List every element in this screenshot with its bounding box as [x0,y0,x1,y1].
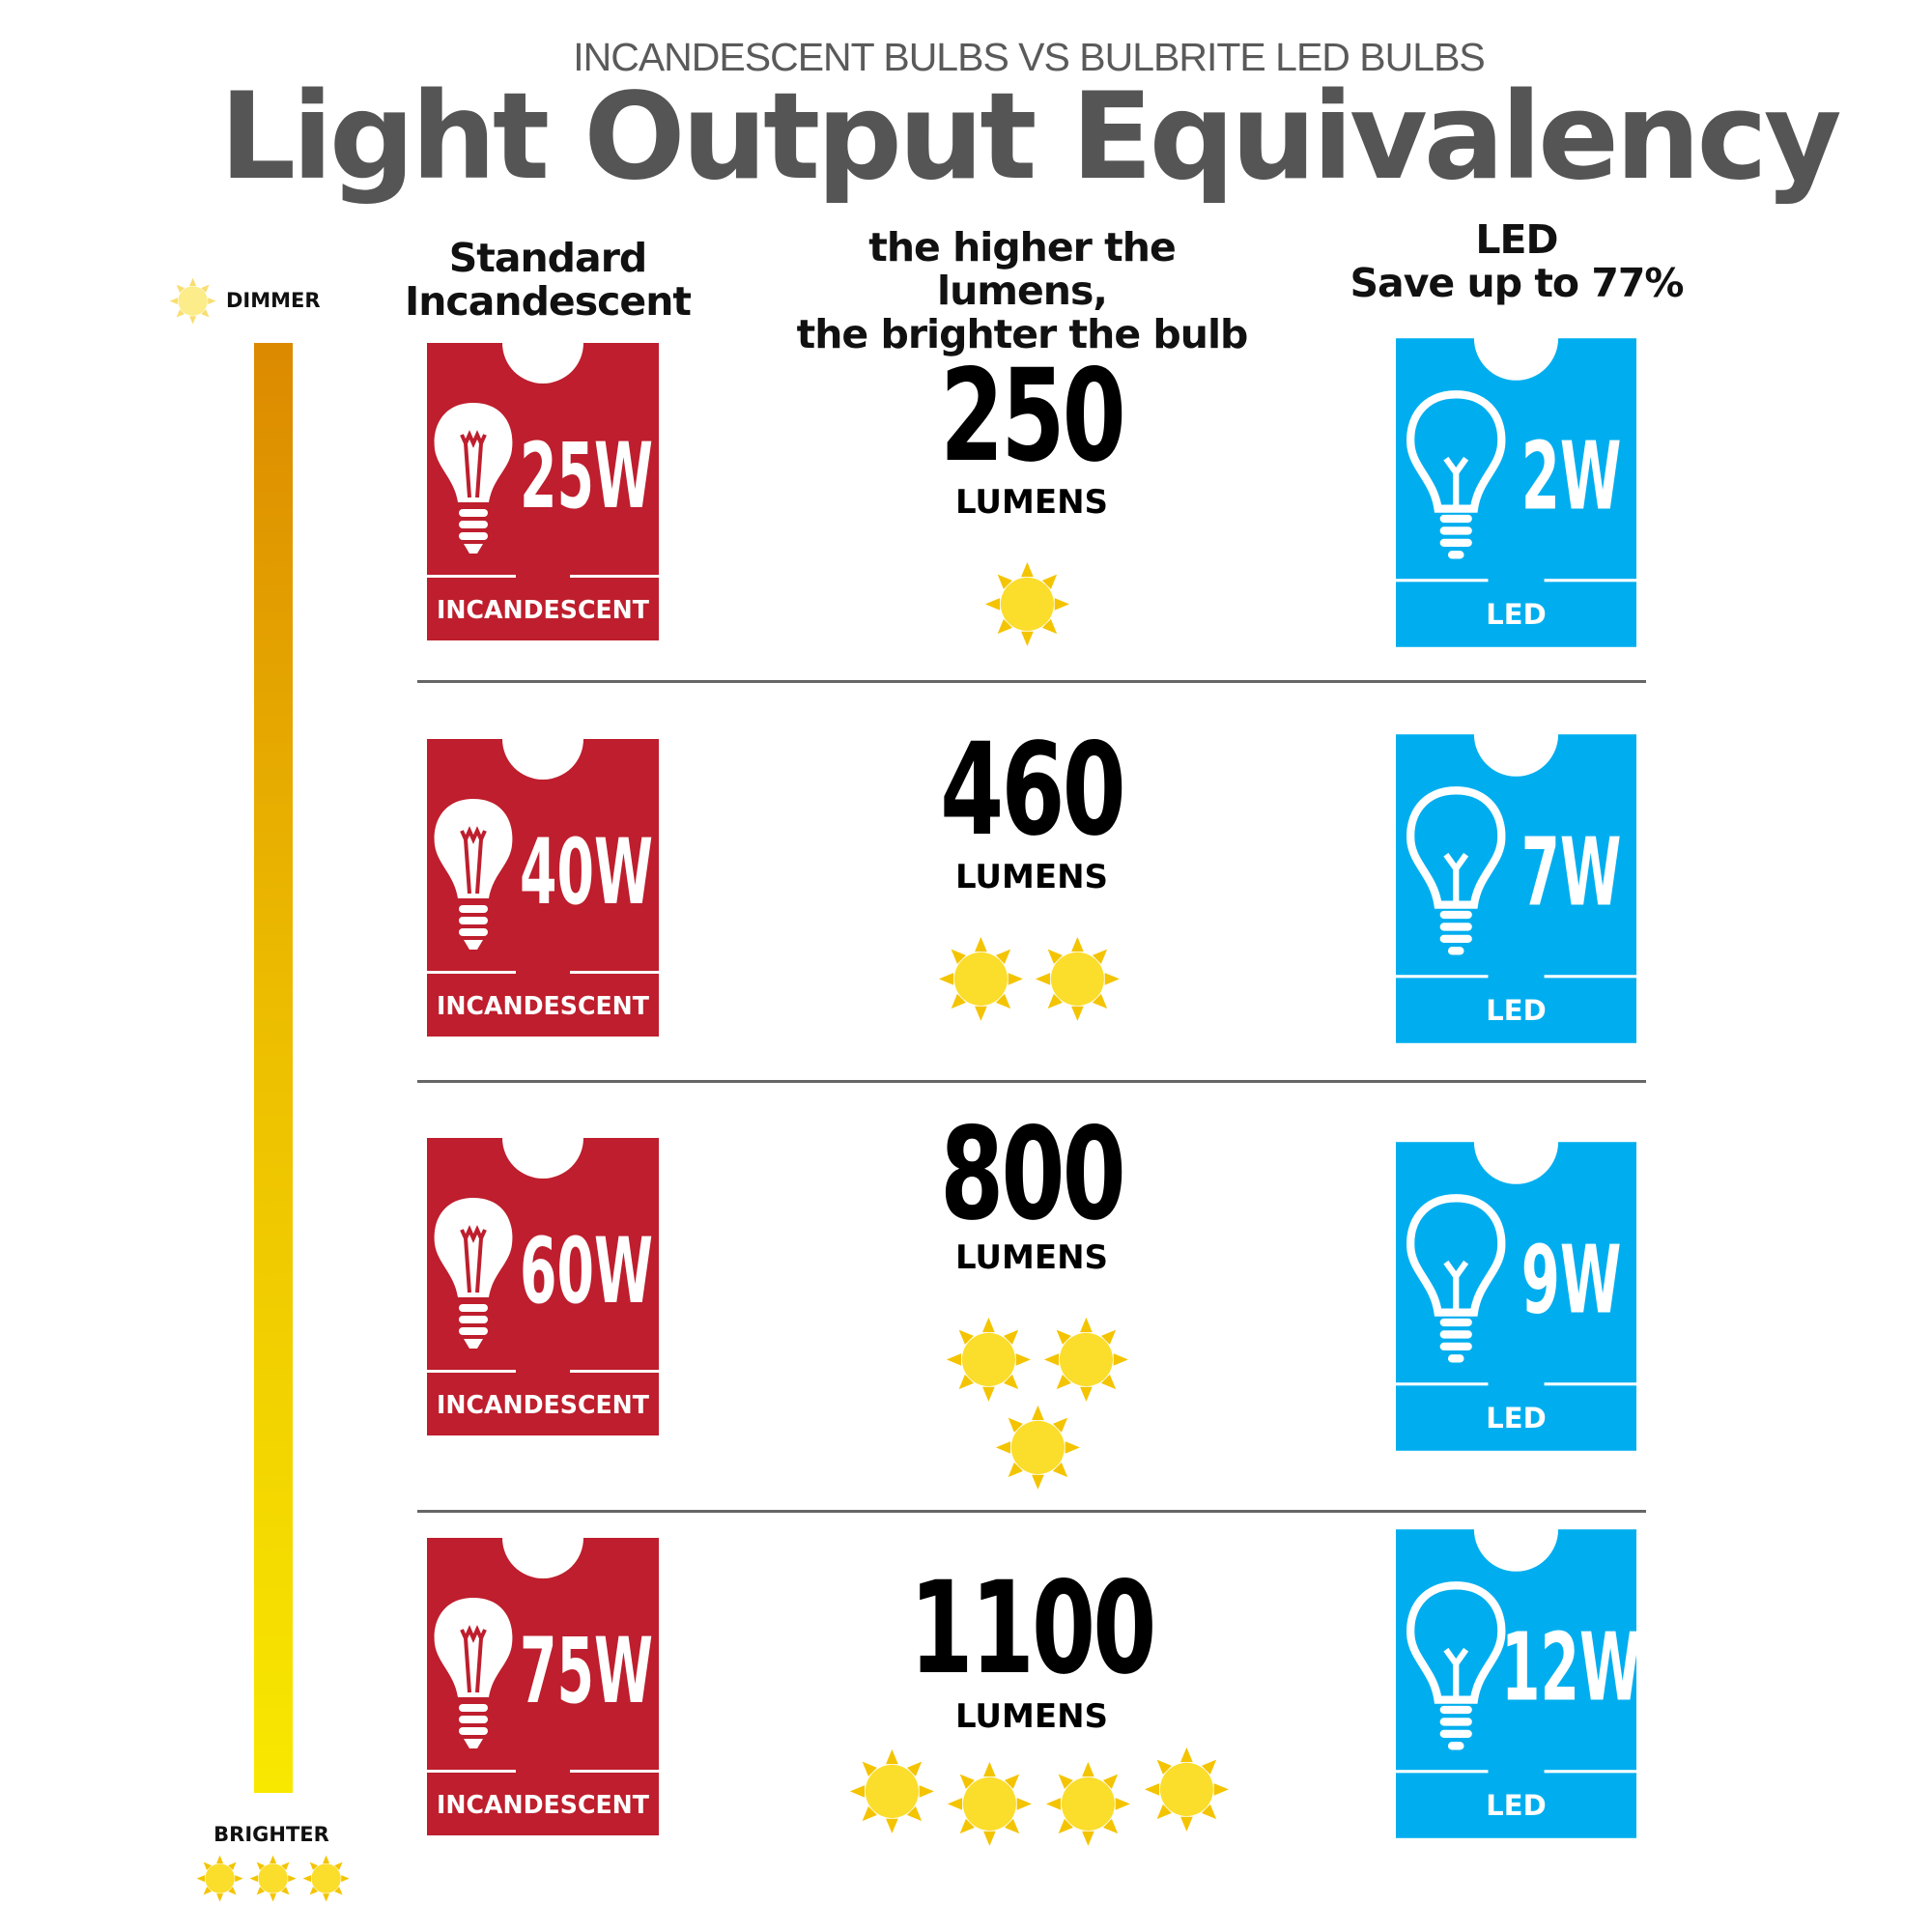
led-bulb-card: 2W LED [1396,338,1636,647]
lumens-unit: LUMENS [954,858,1109,896]
column-header-line: Standard [448,235,648,281]
sun-icon [995,1405,1080,1490]
card-type-label: LED [1486,598,1546,631]
page-title: Light Output Equivalency [219,68,1841,207]
column-header-incandescent: Standard Incandescent [379,237,717,324]
column-header-lumens: the higher the lumens, the brighter the … [781,226,1264,356]
incandescent-bulb-card: 25W INCANDESCENT [427,343,659,640]
sun-icon [1144,1747,1229,1832]
card-type-label: LED [1486,994,1546,1027]
wattage-label: 7W [1521,817,1622,927]
brighter-label: BRIGHTER [213,1823,329,1846]
sun-icon [1035,936,1120,1021]
column-header-line: the higher the lumens, [868,224,1177,314]
wattage-label: 2W [1521,421,1622,531]
incandescent-bulb-icon [434,403,513,554]
lumens-value: 1100 [909,1554,1156,1703]
lumens-unit: LUMENS [954,1238,1109,1277]
lumens-value: 460 [940,716,1126,865]
led-bulb-card: 12W LED [1396,1529,1636,1838]
card-type-label: LED [1486,1402,1546,1435]
row-divider [417,1080,1646,1083]
sun-icon [947,1761,1032,1846]
led-bulb-icon [1406,1581,1506,1750]
card-type-label: INCANDESCENT [437,596,649,625]
dimmer-label: DIMMER [226,289,321,312]
wattage-label: 12W [1501,1612,1636,1722]
led-bulb-icon [1406,1194,1506,1363]
row-divider [417,680,1646,683]
incandescent-bulb-card: 40W INCANDESCENT [427,739,659,1037]
wattage-label: 9W [1521,1225,1622,1335]
sun-icon [169,277,216,325]
sun-icon [946,1317,1031,1402]
row-divider [417,1510,1646,1513]
sun-icon [249,1855,297,1902]
subtitle: INCANDESCENT BULBS VS BULBRITE LED BULBS [573,35,1486,79]
sun-icon [1045,1761,1130,1846]
column-header-line: LED [1475,216,1558,263]
lumens-unit: LUMENS [954,483,1109,522]
column-header-line: the brighter the bulb [796,311,1249,357]
wattage-label: 25W [520,424,653,529]
column-header-led: LED Save up to 77% [1343,218,1690,305]
incandescent-bulb-card: 75W INCANDESCENT [427,1538,659,1835]
sun-icon [984,561,1069,646]
wattage-label: 75W [520,1619,653,1724]
lumens-value: 800 [940,1100,1126,1249]
card-type-label: INCANDESCENT [437,1791,649,1820]
sun-icon [1043,1317,1128,1402]
incandescent-bulb-icon [434,1598,513,1748]
led-bulb-icon [1406,786,1506,955]
card-type-label: INCANDESCENT [437,1391,649,1420]
led-bulb-icon [1406,390,1506,559]
sun-icon [302,1855,350,1902]
lumens-value: 250 [940,342,1126,491]
card-type-label: INCANDESCENT [437,992,649,1021]
led-bulb-card: 9W LED [1396,1142,1636,1451]
led-bulb-card: 7W LED [1396,734,1636,1043]
sun-icon [938,936,1023,1021]
brightness-scale-bar [254,343,293,1793]
wattage-label: 40W [520,820,653,925]
sun-icon [849,1748,934,1833]
card-type-label: LED [1486,1789,1546,1822]
column-header-line: Save up to 77% [1350,260,1685,306]
wattage-label: 60W [520,1219,653,1324]
column-header-line: Incandescent [404,278,692,325]
sun-icon [196,1855,243,1902]
lumens-unit: LUMENS [954,1697,1109,1736]
incandescent-bulb-card: 60W INCANDESCENT [427,1138,659,1435]
incandescent-bulb-icon [434,799,513,950]
incandescent-bulb-icon [434,1198,513,1349]
